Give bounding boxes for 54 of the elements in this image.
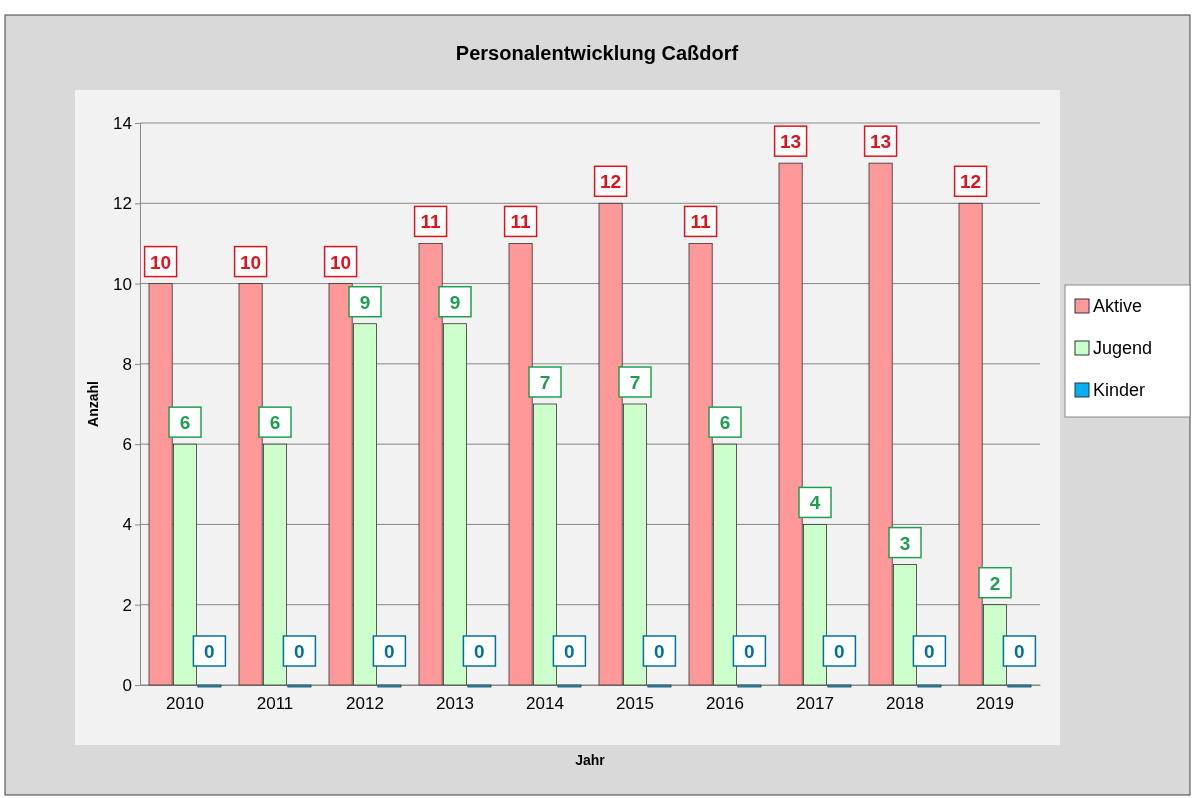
data-label: 13	[780, 131, 802, 153]
data-label: 11	[420, 211, 442, 233]
data-label: 0	[564, 641, 575, 662]
legend-label: Aktive	[1093, 296, 1143, 316]
data-label: 4	[809, 492, 821, 514]
x-tick-label: 2019	[976, 694, 1014, 714]
y-tick-label: 10	[113, 274, 132, 294]
y-tick-label: 8	[122, 354, 132, 374]
data-label: 10	[150, 251, 172, 273]
y-tick-label: 0	[122, 675, 132, 695]
data-label: 12	[960, 171, 982, 193]
data-label: 10	[330, 251, 352, 273]
legend-label: Jugend	[1093, 338, 1153, 358]
data-label: 0	[924, 641, 935, 662]
y-tick-label: 2	[122, 595, 132, 615]
data-label: 11	[510, 211, 532, 233]
chart-title: Personalentwicklung Caßdorf	[455, 42, 739, 64]
data-label: 6	[269, 412, 281, 434]
data-label: 6	[179, 412, 191, 434]
y-axis-title: Anzahl	[85, 381, 101, 427]
x-tick-label: 2017	[796, 694, 834, 714]
x-tick-label: 2018	[886, 694, 924, 714]
x-axis-title: Jahr	[575, 752, 606, 768]
data-label: 0	[384, 641, 395, 662]
data-label: 12	[600, 171, 622, 193]
data-label: 7	[629, 372, 641, 393]
data-label: 0	[204, 641, 215, 662]
y-tick-label: 14	[113, 113, 132, 133]
data-label: 3	[899, 532, 911, 554]
data-label: 0	[474, 641, 485, 662]
y-tick-label: 12	[113, 194, 132, 214]
y-tick-label: 6	[122, 435, 132, 455]
data-label: 0	[294, 641, 305, 662]
data-label: 13	[870, 131, 892, 153]
legend-label: Kinder	[1093, 380, 1146, 400]
x-tick-label: 2011	[256, 694, 294, 714]
data-label: 2	[989, 572, 1001, 594]
x-tick-label: 2010	[166, 694, 204, 714]
x-tick-label: 2015	[616, 694, 654, 714]
data-label: 0	[744, 641, 755, 662]
data-label: 10	[240, 251, 262, 273]
x-tick-label: 2012	[346, 694, 384, 714]
data-label: 7	[539, 372, 551, 393]
x-tick-label: 2013	[436, 694, 474, 714]
data-label: 9	[359, 291, 371, 313]
data-label: 9	[449, 291, 461, 313]
x-tick-label: 2016	[706, 694, 744, 714]
data-label: 0	[654, 641, 665, 662]
data-label: 6	[719, 412, 731, 434]
data-label: 0	[834, 641, 845, 662]
x-tick-label: 2014	[526, 694, 564, 714]
y-tick-label: 4	[122, 515, 132, 535]
data-label: 11	[690, 211, 712, 233]
data-label: 0	[1014, 641, 1025, 662]
